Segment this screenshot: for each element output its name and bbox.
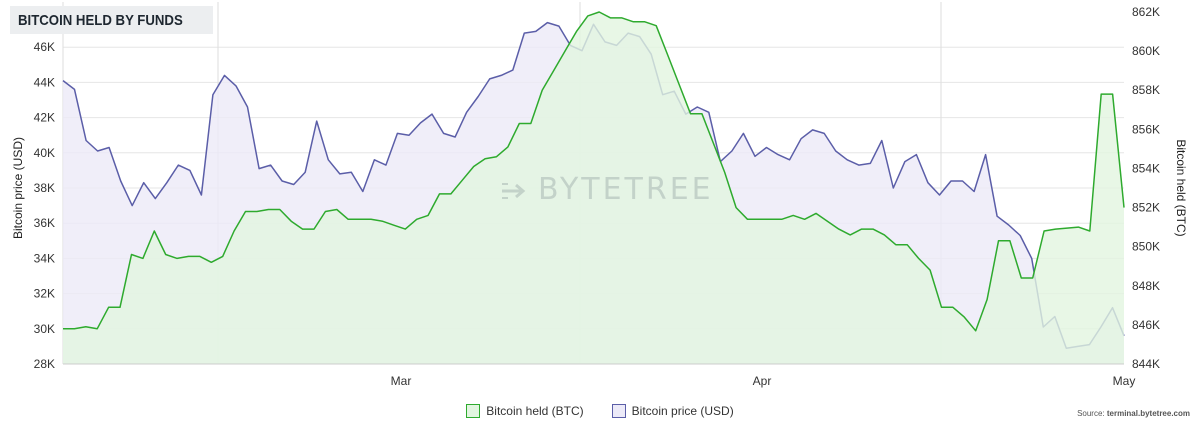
chart-title: BITCOIN HELD BY FUNDS bbox=[18, 11, 183, 29]
series-line-btc-held bbox=[63, 11, 1125, 332]
chart-title-box: BITCOIN HELD BY FUNDS bbox=[10, 6, 214, 34]
area-fill-btc-held bbox=[63, 12, 1124, 364]
y-left-tick-label: 38K bbox=[34, 181, 55, 195]
watermark-text: BYTETREE bbox=[538, 172, 714, 207]
y-left-tick-label: 32K bbox=[34, 287, 55, 301]
x-tick-label: Apr bbox=[753, 374, 772, 388]
y-right-tick-label: 846K bbox=[1132, 318, 1160, 332]
y-right-tick-label: 852K bbox=[1132, 201, 1160, 215]
y-left-tick-label: 40K bbox=[34, 146, 55, 160]
legend: Bitcoin held (BTC) Bitcoin price (USD) bbox=[0, 401, 1200, 421]
y-right-axis-title: Bitcoin held (BTC) bbox=[1174, 139, 1188, 236]
y-right-tick-label: 850K bbox=[1132, 240, 1160, 254]
y-right-tick-label: 854K bbox=[1132, 161, 1160, 175]
y-right-tick-label: 848K bbox=[1132, 279, 1160, 293]
x-tick-label: May bbox=[1113, 374, 1136, 388]
y-left-axis-title: Bitcoin price (USD) bbox=[11, 137, 25, 239]
legend-label-btc-held: Bitcoin held (BTC) bbox=[486, 404, 584, 418]
y-left-tick-label: 34K bbox=[34, 251, 55, 265]
y-right-tick-label: 844K bbox=[1132, 357, 1160, 371]
y-left-tick-label: 36K bbox=[34, 216, 55, 230]
source-note: Source: terminal.bytetree.com bbox=[1077, 409, 1190, 418]
y-right-tick-label: 858K bbox=[1132, 83, 1160, 97]
source-link[interactable]: terminal.bytetree.com bbox=[1106, 409, 1190, 418]
y-right-tick-label: 862K bbox=[1132, 5, 1160, 19]
legend-label-btc-price: Bitcoin price (USD) bbox=[631, 404, 734, 418]
source-label: Source: bbox=[1077, 409, 1107, 418]
x-tick-label: Mar bbox=[391, 374, 412, 388]
y-left-tick-label: 46K bbox=[34, 40, 55, 54]
legend-item-btc-price[interactable]: Bitcoin price (USD) bbox=[611, 404, 734, 418]
legend-item-btc-held[interactable]: Bitcoin held (BTC) bbox=[466, 404, 584, 418]
y-right-tick-label: 856K bbox=[1132, 122, 1160, 136]
y-left-tick-label: 44K bbox=[34, 75, 55, 89]
watermark-logo: BYTETREE bbox=[500, 172, 714, 207]
y-left-tick-label: 28K bbox=[34, 357, 55, 371]
y-left-tick-label: 42K bbox=[34, 111, 55, 125]
y-right-tick-label: 860K bbox=[1132, 44, 1160, 58]
legend-swatch-btc-price bbox=[611, 404, 626, 418]
y-left-tick-label: 30K bbox=[34, 322, 55, 336]
legend-swatch-btc-held bbox=[466, 404, 481, 418]
bytetree-arrow-icon bbox=[502, 182, 526, 199]
